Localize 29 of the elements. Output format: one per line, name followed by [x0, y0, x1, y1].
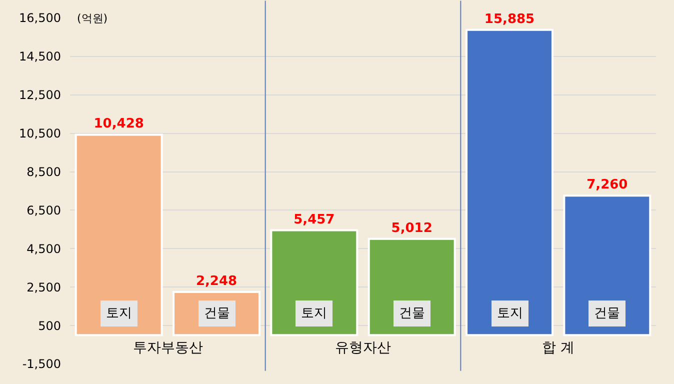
annotation: 유형자산: [335, 340, 391, 356]
bar: [466, 28, 554, 336]
y-tick-label: 12,500: [19, 88, 61, 102]
bar: [563, 194, 652, 336]
x-tick-label: 토지: [301, 306, 327, 321]
annotation: 투자부동산: [133, 340, 203, 356]
y-tick-label: 6,500: [26, 203, 61, 218]
data-label: 7,260: [586, 178, 628, 193]
x-tick-label: 건물: [399, 306, 425, 321]
y-tick-label: 16,500: [19, 11, 61, 26]
data-label: 5,012: [391, 220, 432, 236]
y-tick-label: 500: [38, 318, 61, 333]
y-axis-title: (억원): [77, 12, 108, 25]
data-label: 15,885: [484, 12, 535, 27]
x-tick-label: 토지: [497, 306, 523, 321]
data-label: 2,248: [196, 274, 238, 289]
bar: [74, 134, 163, 336]
x-tick-label: 건물: [594, 306, 620, 321]
y-tick-label: 10,500: [19, 126, 61, 141]
y-tick-label: 14,500: [19, 50, 61, 64]
y-tick-label: 8,500: [26, 164, 61, 179]
data-label: 10,428: [94, 116, 144, 132]
x-tick-label: 토지: [106, 306, 132, 321]
x-tick-label: 건물: [204, 306, 230, 321]
annotation: 합 계: [542, 340, 574, 356]
y-tick-label: -1,500: [22, 357, 61, 372]
data-label: 5,457: [294, 212, 335, 228]
y-tick-label: 2,500: [26, 280, 61, 294]
y-tick-label: 4,500: [26, 242, 61, 256]
